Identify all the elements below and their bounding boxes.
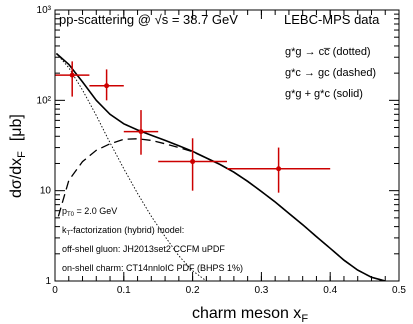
data-point	[69, 72, 75, 78]
data-point	[104, 83, 110, 89]
data-point	[190, 159, 196, 165]
annotation-kt: kT-factorization (hybrid) model:	[62, 225, 184, 237]
annotation-gluon: off-shell gluon: JH2013set2 CCFM uPDF	[62, 244, 225, 254]
annotation-pt0: pT0 = 2.0 GeV	[62, 206, 117, 218]
y-tick-label: 10³	[37, 5, 52, 16]
legend-dashed: g*c → gc (dashed)	[285, 67, 376, 79]
y-axis-label: dσ/dxF[μb]	[8, 114, 28, 198]
annotation-charm: on-shell charm: CT14nnloIC PDF (BHPS 1%)	[62, 263, 243, 273]
legend-solid: g*g + g*c (solid)	[285, 88, 363, 100]
x-tick-label: 0.5	[392, 285, 406, 296]
curve-solid	[55, 52, 386, 281]
y-tick-label: 10	[40, 186, 52, 197]
x-tick-label: 0.1	[117, 285, 131, 296]
x-tick-label: 0	[52, 285, 58, 296]
x-tick-label: 0.4	[323, 285, 337, 296]
chart-title: pp-scattering @ √s = 38.7 GeV	[59, 12, 238, 27]
x-tick-label: 0.2	[186, 285, 200, 296]
data-point	[138, 129, 144, 135]
plot-frame	[54, 9, 400, 282]
data-point	[276, 166, 282, 172]
y-tick-label: 10²	[37, 95, 52, 106]
x-axis-label: charm meson xF	[192, 305, 308, 324]
y-tick-label: 1	[45, 276, 51, 287]
curve-dotted	[56, 53, 207, 281]
curves	[55, 52, 386, 281]
data-points	[55, 61, 331, 193]
legend-dotted: g*g → cc̅ (dotted)	[285, 46, 371, 58]
x-tick-label: 0.3	[254, 285, 268, 296]
experiment-label: LEBC-MPS data	[284, 12, 380, 27]
tick-labels: 0 0.1 0.2 0.3 0.4 0.5 1 10 10² 10³	[37, 5, 407, 296]
